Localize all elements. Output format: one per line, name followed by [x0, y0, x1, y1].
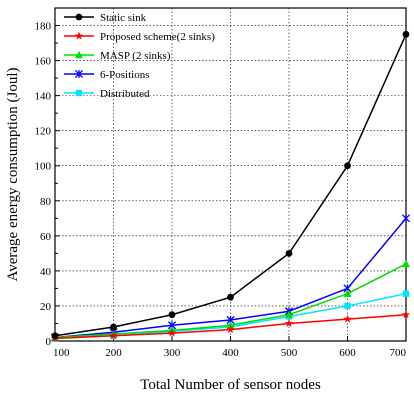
data-point: [285, 249, 293, 257]
data-point: [344, 302, 351, 310]
data-point: [167, 328, 177, 337]
legend-marker: [75, 13, 83, 21]
x-tick-label: 600: [339, 347, 356, 359]
legend-label: 6-Positions: [100, 69, 150, 81]
data-point: [284, 319, 294, 328]
data-point: [401, 214, 411, 223]
data-point: [402, 259, 410, 268]
legend-item: Static sink: [64, 12, 147, 24]
x-tick-label: 400: [222, 347, 239, 359]
data-point: [285, 310, 293, 318]
y-axis-title: Average energy consumption (Joul): [5, 68, 21, 282]
y-tick-label: 0: [46, 336, 52, 348]
y-tick-label: 40: [40, 266, 52, 278]
data-point: [110, 323, 117, 331]
data-point: [227, 293, 234, 301]
legend: Static sink Proposed scheme(2 sinks) MASP …: [64, 12, 215, 100]
data-point: [343, 289, 352, 297]
y-tick-label: 100: [35, 161, 52, 173]
legend-marker: [74, 31, 84, 40]
data-point: [109, 331, 118, 340]
data-point: [344, 162, 351, 170]
legend-marker: [75, 51, 83, 59]
y-tick-label: 120: [35, 126, 52, 138]
legend-item: MASP (2 sinks): [64, 50, 171, 62]
y-tick-label: 60: [40, 231, 52, 243]
legend-marker: [74, 69, 84, 79]
data-point: [51, 332, 59, 340]
data-point: [343, 314, 352, 323]
legend-item: 6-Positions: [64, 69, 150, 81]
series-static-sink: [51, 30, 410, 340]
x-tick-label: 100: [53, 347, 70, 359]
legend-label: Distributed: [100, 88, 150, 100]
x-axis-title: Total Number of sensor nodes: [140, 377, 321, 393]
legend-label: MASP (2 sinks): [100, 50, 171, 62]
data-point: [226, 325, 235, 334]
data-point: [401, 310, 411, 319]
y-tick-label: 180: [35, 21, 52, 33]
y-tick-label: 160: [35, 56, 52, 68]
x-tick-label: 300: [164, 347, 181, 359]
y-tick-label: 140: [35, 91, 52, 103]
x-tick-label: 500: [281, 347, 298, 359]
data-point: [402, 30, 410, 38]
data-point: [402, 290, 410, 297]
legend-item: Distributed: [64, 88, 150, 100]
data-point: [226, 321, 235, 329]
legend-marker: [75, 89, 83, 97]
y-tick-label: 20: [40, 301, 52, 313]
legend-label: Static sink: [100, 12, 147, 24]
y-axis: 0 20 40 60 80 100 120 140 160 180: [35, 21, 60, 348]
data-point: [168, 311, 176, 319]
y-tick-label: 80: [40, 196, 52, 208]
legend-item: Proposed scheme(2 sinks): [64, 31, 215, 43]
x-tick-label: 200: [105, 347, 122, 359]
legend-label: Proposed scheme(2 sinks): [100, 31, 215, 43]
x-axis: 100 200 300 400 500 600 700: [53, 336, 407, 359]
x-tick-label: 700: [390, 347, 407, 359]
series-layer: [50, 30, 411, 342]
